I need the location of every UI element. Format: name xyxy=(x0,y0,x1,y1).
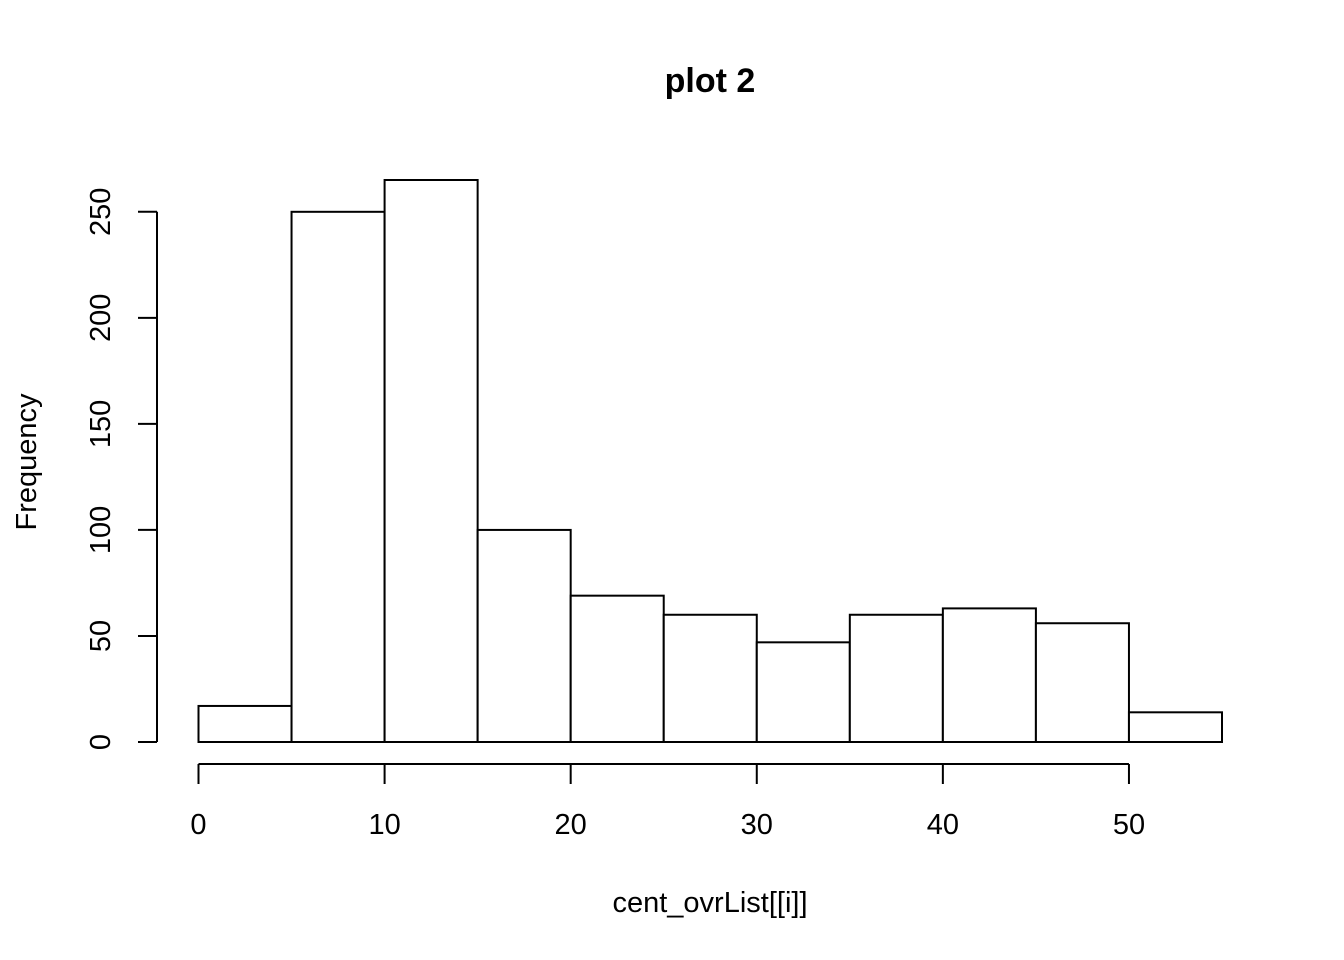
y-tick-label: 200 xyxy=(85,294,117,342)
x-axis-label: cent_ovrList[[i]] xyxy=(612,887,807,919)
y-tick-label: 0 xyxy=(85,734,117,750)
histogram-bar xyxy=(662,613,758,743)
histogram-bar xyxy=(941,607,1037,743)
histogram-bar xyxy=(569,594,665,743)
bars-group xyxy=(197,179,1224,744)
y-axis-label: Frequency xyxy=(11,393,43,531)
x-tick-label: 40 xyxy=(927,809,959,841)
y-tick-label: 150 xyxy=(85,400,117,448)
y-tick-label: 50 xyxy=(85,620,117,652)
histogram-bar xyxy=(1034,622,1130,743)
x-tick-label: 50 xyxy=(1113,809,1145,841)
y-axis: 0 50 100 150 200 250 xyxy=(85,188,158,750)
x-axis: 0 10 20 30 40 50 xyxy=(190,763,1145,841)
x-tick-label: 10 xyxy=(368,809,400,841)
histogram-bar xyxy=(197,704,293,743)
y-tick-label: 100 xyxy=(85,506,117,554)
histogram-bar xyxy=(290,210,386,743)
y-tick-label: 250 xyxy=(85,188,117,236)
histogram-bar xyxy=(383,179,479,743)
histogram-bar xyxy=(848,613,944,743)
histogram-bar xyxy=(476,528,572,743)
histogram-bar xyxy=(755,641,851,743)
chart-title: plot 2 xyxy=(665,62,756,100)
histogram-bar xyxy=(1127,711,1224,744)
x-tick-label: 30 xyxy=(741,809,773,841)
x-tick-label: 0 xyxy=(190,809,206,841)
x-tick-label: 20 xyxy=(555,809,587,841)
